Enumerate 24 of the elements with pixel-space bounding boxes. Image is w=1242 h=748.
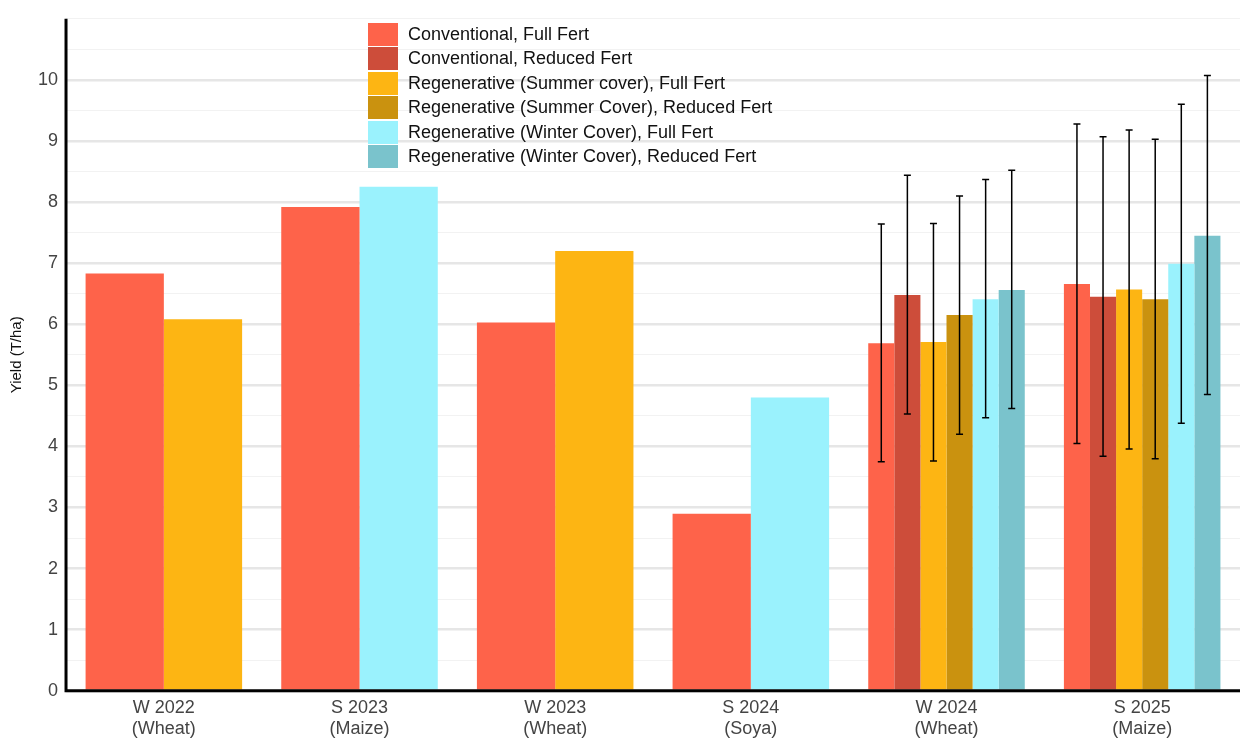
x-tick-label: W 2024 (Wheat)	[914, 696, 979, 739]
legend-label: Regenerative (Winter Cover), Reduced Fert	[408, 146, 757, 168]
y-tick-label: 6	[48, 313, 59, 334]
y-axis-title: Yield (T/ha)	[7, 316, 25, 394]
y-tick-label: 4	[48, 435, 59, 456]
x-tick-label: W 2023 (Wheat)	[523, 696, 588, 739]
y-tick-label: 8	[48, 191, 59, 212]
y-tick-label: 0	[48, 679, 59, 700]
y-tick-label: 5	[48, 374, 59, 395]
x-tick-label: W 2022 (Wheat)	[131, 696, 196, 739]
x-tick-label: S 2023 (Maize)	[329, 696, 390, 739]
y-tick-label: 10	[37, 68, 59, 89]
legend-label: Regenerative (Winter Cover), Full Fert	[408, 121, 714, 143]
x-tick-label: S 2025 (Maize)	[1112, 696, 1173, 739]
y-tick-label: 1	[48, 618, 59, 639]
legend-label: Conventional, Reduced Fert	[408, 48, 633, 70]
y-tick-label: 2	[48, 557, 59, 578]
y-tick-label: 7	[48, 252, 59, 273]
legend-label: Conventional, Full Fert	[408, 23, 590, 45]
legend-label: Regenerative (Summer cover), Full Fert	[408, 72, 726, 94]
y-tick-label: 3	[48, 496, 59, 517]
x-tick-label: S 2024 (Soya)	[722, 696, 780, 739]
legend-label: Regenerative (Summer Cover), Reduced Fert	[408, 97, 773, 119]
y-tick-label: 9	[48, 129, 59, 150]
